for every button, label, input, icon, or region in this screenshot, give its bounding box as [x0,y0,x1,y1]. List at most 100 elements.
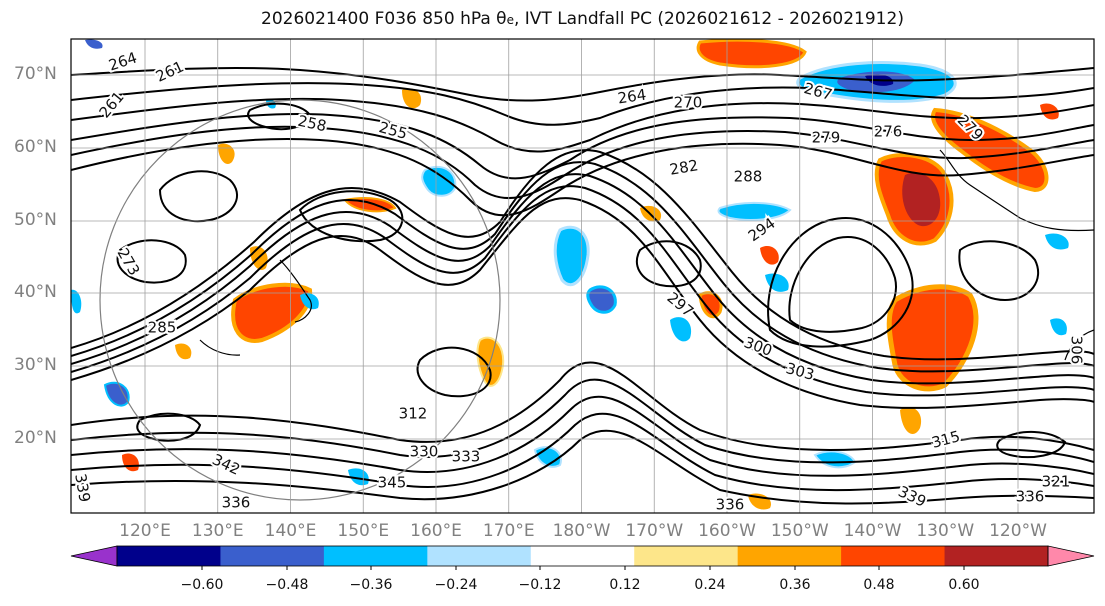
contour-line [71,113,1094,180]
contour-label: 336 [1016,488,1045,506]
colorbar-segment [737,546,842,566]
colorbar-extend-low [70,545,118,567]
contour-line [71,395,1094,477]
contour-line [996,430,1067,458]
contour-label: 330 [410,443,439,461]
longitude-label: 130°W [916,521,975,541]
contour-line [71,429,1094,505]
contour-line [71,138,1094,217]
colorbar-tick-label: 0.60 [948,577,980,593]
contour-line [298,190,404,243]
latitude-label: 40°N [14,282,57,302]
contour-label: 345 [378,474,407,492]
map-frame [70,38,1095,514]
contour-label: 321 [1042,473,1071,491]
shading-cold-4 [670,317,692,342]
colorbar-extend-high [1047,545,1095,567]
colorbar-tick-label: −0.36 [349,577,393,593]
longitude-label: 150°W [770,521,829,541]
contour-label: 306 [1068,336,1086,365]
colorbar-frame [116,545,1049,567]
anomaly-shading [71,39,1069,510]
contour-line [71,82,1094,126]
shading-warm-small-3 [760,245,779,265]
shading-cold-9 [1045,233,1069,250]
latitude-label: 20°N [14,428,57,448]
colorbar-segment [323,546,428,566]
contour-line [71,185,1094,397]
colorbar-tick-label: −0.24 [434,577,478,593]
coastline [939,149,1094,232]
contour-label: 336 [716,496,745,514]
shading-warm-small-6 [218,143,235,165]
contour-label: 270 [674,94,703,112]
contour-line [71,197,1094,409]
longitude-label: 140°E [264,521,317,541]
colorbar-tick-label: 0.24 [694,577,726,593]
colorbar-segment [220,546,325,566]
contour-line [71,412,1094,492]
contour-label: 288 [734,168,763,186]
shading-cold-12 [300,293,319,310]
contour-line [71,66,1094,102]
longitude-label: 180°W [552,521,611,541]
colorbar-segment [634,546,739,566]
contour-label: 276 [874,123,903,141]
shading-cold-11 [85,39,103,49]
shading-cold-1 [421,165,457,197]
colorbar-segment [530,546,635,566]
colorbar-segments [70,545,1095,570]
colorbar-tick-label: 0.12 [609,577,641,593]
shading-warm-alaska-north [696,39,807,69]
contour-line [116,239,187,284]
contour-line [136,412,202,442]
contour-line [767,217,914,348]
coastline [1064,329,1094,361]
longitude-label: 120°W [989,521,1047,541]
contour-label: 285 [148,319,177,337]
contour-line [416,346,492,398]
contour-line [958,240,1040,302]
colorbar-tick-label: −0.12 [518,577,562,593]
colorbar-tick-label: 0.48 [863,577,895,593]
map-title: 2026021400 F036 850 hPa θe, IVT Landfall… [261,9,904,29]
theta-e-contours [71,66,1094,505]
shading-cold-2 [717,201,792,221]
graticule [71,39,1094,513]
contour-line [71,125,1094,200]
shading-warm-small-4 [900,407,922,434]
longitude-label: 120°E [119,521,171,541]
coastline [279,259,312,323]
colorbar-tick-label: −0.60 [180,577,224,593]
longitude-label: 170°E [482,521,535,541]
longitude-label: 160°W [698,521,756,541]
contour-label: 333 [452,448,481,466]
contour-line [247,102,312,131]
shading-warm-small-1 [402,88,422,109]
shading-warm-west-coast [886,284,979,392]
longitude-label: 140°W [843,521,902,541]
colorbar-segment [944,546,1049,566]
shading-warm-small-9 [1040,103,1059,120]
contour-line [158,170,239,223]
latitude-label: 50°N [14,210,57,230]
latitude-label: 60°N [14,137,57,157]
coastlines [199,149,1094,361]
shading-cold-10 [71,289,82,314]
contour-line [71,149,1094,361]
contour-line [71,97,1094,153]
contour-line [635,240,702,288]
latitude-label: 70°N [14,64,57,84]
contour-line [788,236,897,333]
colorbar-segment [427,546,532,566]
shading-warm-small-11 [175,343,192,360]
contour-label: 279 [812,129,841,147]
latitude-label: 30°N [14,355,57,375]
contour-line [71,378,1094,464]
colorbar-tick-label: −0.48 [265,577,309,593]
longitude-label: 170°W [625,521,684,541]
colorbar-tick-label: 0.36 [779,577,811,593]
shading-cold-14 [1050,318,1067,336]
